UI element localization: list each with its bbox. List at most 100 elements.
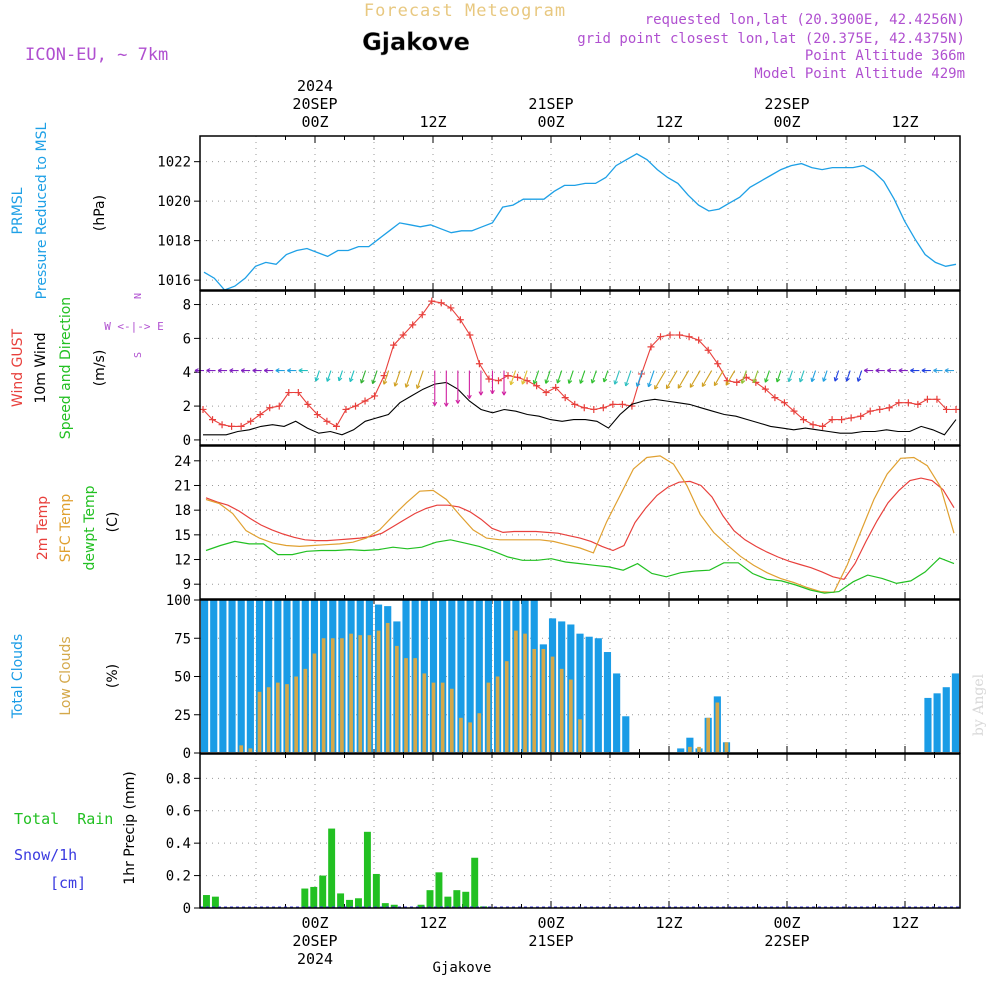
wind-arrow-head [833, 377, 839, 382]
point-altitude: Point Altitude 366m [805, 48, 965, 64]
gust-marker [504, 372, 512, 380]
wind-arrow-head [875, 368, 880, 373]
panel-temperature: 9 12 15 18 21 24 [174, 445, 961, 600]
wind-arrow-head [206, 368, 211, 373]
wind-arrow [834, 370, 840, 382]
gust-marker [590, 405, 598, 413]
panel-wind: 0 2 4 6 8 [183, 290, 961, 449]
gust-marker [218, 421, 226, 429]
gust-marker [418, 311, 426, 319]
wind-dir-label: Speed and Direction [58, 297, 74, 439]
panel-frame [199, 445, 961, 600]
gust-marker [933, 395, 941, 403]
y-tick-label: 75 [174, 631, 191, 647]
y-tick-label: 9 [183, 577, 191, 593]
wind-arrow-head [701, 382, 707, 387]
wind-arrow [764, 370, 770, 383]
wind-arrow-head [665, 384, 671, 390]
wind-arrow [625, 370, 632, 387]
wind-label: 10m Wind [33, 332, 49, 403]
wind-arrow-head [252, 368, 257, 373]
rain-bar [346, 899, 353, 908]
wind-arrow [591, 370, 597, 384]
wind-arrow-head [337, 376, 343, 382]
low-cloud-bar [468, 722, 472, 752]
wind-arrow [614, 370, 620, 385]
bottom-tick-4: 12Z [655, 914, 682, 932]
gust-label: Wind GUST [10, 328, 26, 407]
panel-pressure: 1016 1018 1020 1022 [157, 135, 961, 291]
gust-marker [552, 383, 560, 391]
total-cloud-bar [292, 600, 300, 752]
compass-n: N [133, 293, 144, 299]
gust-marker [714, 360, 722, 368]
y-tick-label: 18 [174, 503, 191, 519]
total-cloud-bar [933, 693, 941, 752]
gust-marker [618, 400, 626, 408]
low-cloud-bar [413, 658, 418, 752]
gust-marker [657, 333, 665, 341]
gust-marker [533, 382, 541, 390]
wind-arrow-head [298, 368, 303, 373]
wind-line [203, 381, 957, 436]
wind-arrow-head [787, 377, 792, 383]
bottom-tick-5: 00Z [773, 914, 800, 932]
low-cloud-bar [697, 746, 701, 752]
gust-marker [294, 389, 302, 397]
bottom-date-3: 22SEP [764, 932, 809, 950]
wind-arrow [360, 370, 367, 384]
dewpt-line [205, 539, 955, 594]
total-cloud-bar [576, 633, 584, 752]
temp2m-label: 2m Temp [35, 496, 51, 560]
total-cloud-bar [237, 600, 245, 752]
gust-marker [523, 377, 531, 385]
gust-marker [685, 333, 693, 341]
total-cloud-bar [265, 600, 273, 752]
wind-arrow [545, 370, 551, 384]
y-tick-label: 0 [183, 746, 191, 762]
wind-arrow-head [478, 391, 484, 396]
y-tick-label: 12 [174, 553, 191, 569]
gust-marker [494, 377, 502, 385]
rain-bar [301, 888, 309, 908]
wind-arrow-head [217, 368, 222, 373]
panel-frame [199, 290, 961, 446]
low-cloud-bar [715, 702, 720, 752]
total-cloud-bar [613, 673, 621, 752]
gust-marker [266, 404, 274, 412]
low-cloud-bar [440, 682, 445, 752]
wind-arrow [776, 370, 782, 383]
wind-arrow [338, 370, 343, 382]
y-tick-label: 0 [183, 901, 191, 917]
top-date-2: 21SEP [528, 95, 573, 113]
gust-marker [695, 336, 703, 344]
low-cloud-bar [550, 656, 555, 752]
gust-marker [514, 373, 522, 381]
wind-arrow [788, 370, 793, 382]
wind-arrow [603, 370, 609, 383]
total-cloud-bar [942, 687, 950, 752]
gust-line [202, 300, 956, 428]
wind-arrow [857, 370, 863, 382]
gust-marker [819, 422, 827, 430]
total-cloud-bar [484, 600, 493, 752]
low-cloud-bar [706, 717, 711, 752]
y-tick-label: 1016 [157, 273, 191, 289]
compass-we: W <-|-> E [104, 320, 164, 333]
wind-arrow [822, 370, 828, 382]
wind-arrow [636, 370, 643, 387]
total-cloud-bar [603, 652, 612, 752]
gust-marker [447, 304, 455, 312]
gust-marker [409, 321, 417, 329]
gust-marker [285, 389, 293, 397]
gust-marker [352, 402, 360, 410]
total-cloud-bar [494, 600, 502, 752]
bottom-tick-1: 00Z [301, 914, 328, 932]
gust-marker [361, 397, 369, 405]
rain-label: Total Rain [14, 810, 113, 828]
wind-arrow-head [887, 368, 892, 373]
gust-marker [790, 407, 798, 415]
wind-arrow [510, 370, 517, 386]
wind-arrow [349, 370, 355, 382]
rain-bar [203, 895, 210, 908]
